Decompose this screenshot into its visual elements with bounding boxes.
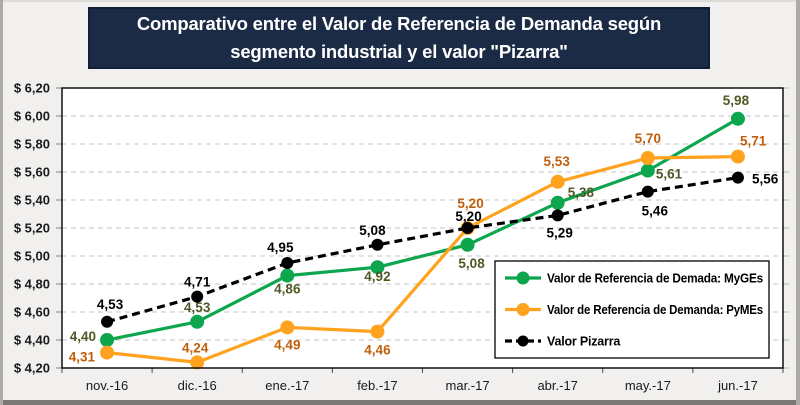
series-0-data-label-5: 5,38 bbox=[568, 185, 595, 200]
x-tick-label: feb.-17 bbox=[357, 378, 397, 393]
series-1-data-label-7: 5,71 bbox=[740, 134, 767, 149]
series-1-data-label-3: 4,46 bbox=[364, 343, 391, 358]
x-tick-label: nov.-16 bbox=[86, 378, 128, 393]
chart-title: Comparativo entre el Valor de Referencia… bbox=[136, 13, 662, 62]
series-2-point-7 bbox=[731, 171, 744, 184]
series-0-data-label-2: 4,86 bbox=[274, 282, 301, 297]
title-banner: Comparativo entre el Valor de Referencia… bbox=[88, 7, 710, 69]
series-1-data-label-6: 5,70 bbox=[635, 131, 661, 146]
series-1-point-2 bbox=[280, 320, 295, 335]
series-2-point-6 bbox=[641, 185, 654, 198]
series-line-2 bbox=[106, 176, 739, 324]
y-tick-label: $ 6,00 bbox=[14, 109, 50, 124]
legend-entry-1-label: Valor de Referencia de Demanda: PyMEs bbox=[547, 303, 763, 317]
series-0-point-1 bbox=[190, 314, 205, 329]
y-tick-label: $ 5,60 bbox=[14, 165, 50, 180]
series-2-data-label-0: 4,53 bbox=[97, 297, 124, 312]
series-0-point-2 bbox=[280, 268, 295, 283]
x-tick-label: mar.-17 bbox=[446, 378, 490, 393]
series-2-data-label-6: 5,46 bbox=[642, 204, 669, 219]
y-tick-label: $ 4,80 bbox=[14, 277, 50, 292]
series-2-data-label-2: 4,95 bbox=[267, 240, 294, 255]
series-2-point-5 bbox=[551, 209, 564, 222]
series-0-data-label-4: 5,08 bbox=[458, 256, 485, 271]
series-1-point-5 bbox=[550, 174, 565, 189]
series-1-point-7 bbox=[730, 149, 745, 164]
series-2-data-label-4: 5,20 bbox=[455, 209, 481, 224]
y-tick-label: $ 5,40 bbox=[14, 193, 50, 208]
series-1-data-label-1: 4,24 bbox=[182, 340, 209, 355]
legend-entry-2-label: Valor Pizarra bbox=[547, 335, 621, 349]
series-2-point-1 bbox=[191, 290, 204, 303]
series-1-data-label-2: 4,49 bbox=[274, 337, 300, 352]
legend-entry-2-marker-dot bbox=[517, 335, 529, 347]
legend-entry-0-label: Valor de Referencia de Demada: MyGEs bbox=[547, 272, 763, 286]
x-tick-label: abr.-17 bbox=[537, 378, 577, 393]
series-2-data-label-1: 4,71 bbox=[184, 275, 211, 290]
x-tick-label: jun.-17 bbox=[717, 378, 758, 393]
series-1-point-3 bbox=[370, 324, 385, 339]
x-tick-label: may.-17 bbox=[625, 378, 671, 393]
legend-entry-1-marker-dot bbox=[516, 303, 530, 316]
series-2-data-label-5: 5,29 bbox=[547, 225, 573, 240]
series-0-data-label-6: 5,61 bbox=[656, 167, 683, 182]
series-0-point-5 bbox=[550, 195, 565, 210]
y-tick-label: $ 4,40 bbox=[14, 333, 50, 348]
series-0-data-label-1: 4,53 bbox=[184, 300, 211, 315]
series-2-point-3 bbox=[371, 238, 384, 251]
series-1-point-1 bbox=[190, 355, 205, 370]
plot-border bbox=[61, 87, 784, 369]
series-1-data-label-5: 5,53 bbox=[544, 154, 571, 169]
series-0-point-0 bbox=[100, 333, 115, 347]
series-0-point-6 bbox=[640, 163, 655, 178]
series-1-point-0 bbox=[100, 345, 115, 360]
legend-entry-0-marker-dot bbox=[516, 271, 530, 285]
y-tick-label: $ 5,00 bbox=[14, 249, 50, 264]
series-0-point-7 bbox=[730, 111, 745, 126]
y-tick-label: $ 4,20 bbox=[14, 361, 50, 376]
y-tick-label: $ 6,20 bbox=[14, 81, 50, 96]
series-2-point-4 bbox=[461, 222, 474, 234]
series-0-data-label-0: 4,40 bbox=[70, 329, 96, 344]
y-tick-label: $ 5,80 bbox=[14, 137, 50, 152]
series-0-data-label-7: 5,98 bbox=[723, 93, 750, 108]
x-tick-label: dic.-16 bbox=[178, 378, 217, 393]
y-tick-label: $ 4,60 bbox=[14, 305, 50, 320]
series-0-point-3 bbox=[370, 260, 385, 275]
series-1-data-label-0: 4,31 bbox=[69, 350, 96, 365]
series-line-1 bbox=[106, 155, 738, 364]
series-0-point-4 bbox=[460, 237, 475, 252]
series-0-data-label-3: 4,92 bbox=[364, 269, 390, 284]
series-2-data-label-7: 5,56 bbox=[752, 172, 779, 187]
x-tick-label: ene.-17 bbox=[265, 378, 309, 393]
series-1-data-label-4: 5,20 bbox=[457, 196, 483, 211]
series-2-point-2 bbox=[281, 257, 294, 269]
y-tick-label: $ 5,20 bbox=[14, 221, 50, 236]
series-2-data-label-3: 5,08 bbox=[359, 223, 386, 238]
series-1-point-6 bbox=[640, 151, 655, 165]
series-2-point-0 bbox=[101, 315, 114, 328]
series-line-0 bbox=[106, 117, 739, 342]
